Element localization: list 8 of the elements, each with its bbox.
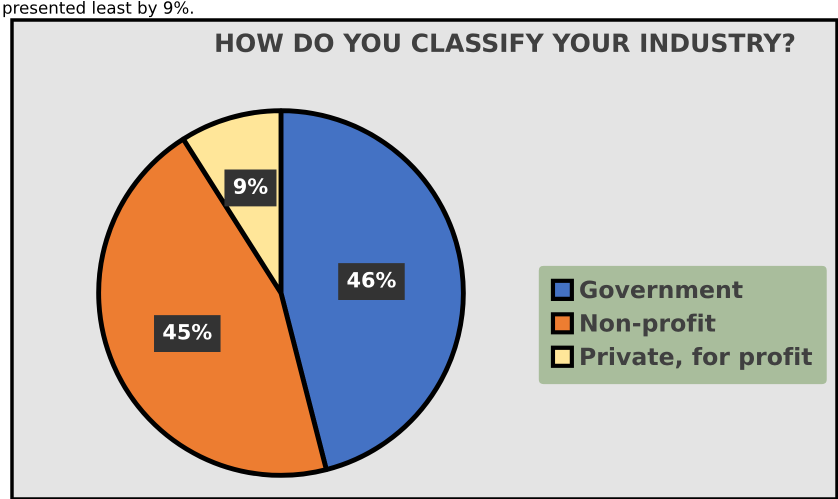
legend-label: Non-profit xyxy=(581,314,716,336)
legend-label: Private, for profit xyxy=(581,347,812,370)
data-label: 45% xyxy=(163,324,212,340)
text: presented least by 9%. xyxy=(4,1,193,18)
legend-label: Government xyxy=(580,280,743,298)
chart-title: HOW DO YOU CLASSIFY YOUR INDUSTRY? xyxy=(216,33,794,52)
data-label: 9% xyxy=(234,178,268,194)
data-label: 46% xyxy=(347,272,396,288)
